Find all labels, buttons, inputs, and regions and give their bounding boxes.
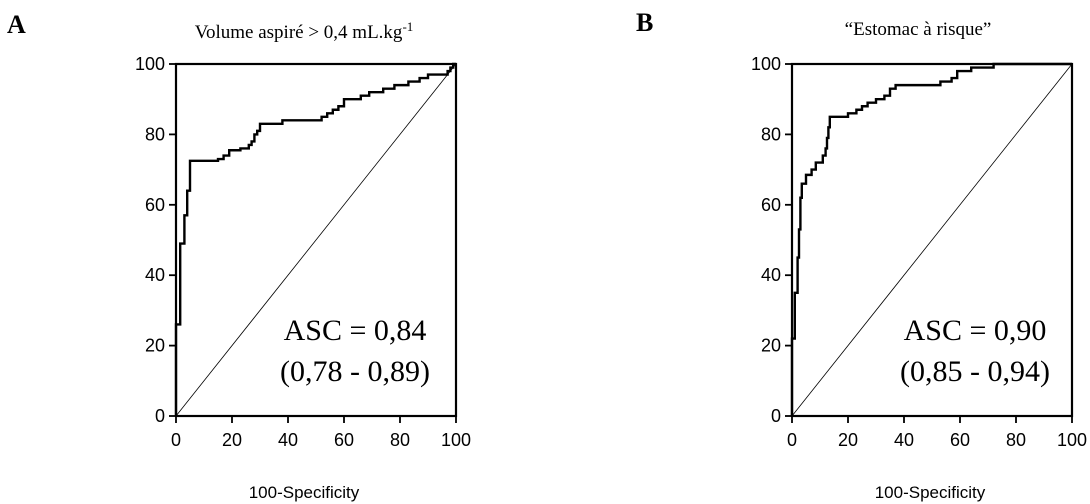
panel-a-y-tick-label: 100 (135, 54, 165, 74)
panel-a-x-tick-label: 60 (334, 430, 354, 450)
panel-b-y-tick-label: 80 (761, 124, 781, 144)
panel-b-x-tick-label: 20 (838, 430, 858, 450)
panel-a-x-tick-label: 100 (441, 430, 471, 450)
panel-a-x-tick-label: 80 (390, 430, 410, 450)
panel-b-ci-label: (0,85 - 0,94) (900, 355, 1050, 388)
panel-b-reference-diagonal (791, 63, 1073, 417)
panel-a-title-text: Volume aspiré > 0,4 mL.kg (195, 22, 403, 43)
panel-b-x-tick-label: 100 (1057, 430, 1087, 450)
panel-a-ci-label: (0,78 - 0,89) (280, 355, 430, 388)
panel-b-roc-curve (790, 62, 1072, 416)
panel-a-y-tick-label: 20 (145, 336, 165, 356)
panel-a-title: Volume aspiré > 0,4 mL.kg-1 (195, 19, 414, 43)
panel-b-x-tick-label: 40 (894, 430, 914, 450)
panel-a-title-superscript: -1 (402, 19, 413, 34)
panel-a-x-tick-label: 40 (278, 430, 298, 450)
panel-a-auc-label: ASC = 0,84 (284, 314, 427, 347)
panel-b-plot-frame (790, 62, 1074, 418)
panel-a-x-tick-label: 20 (222, 430, 242, 450)
panel-b-y-tick-label: 20 (761, 336, 781, 356)
panel-b-x-tick-label: 0 (787, 430, 797, 450)
panel-b-y-tick-label: 0 (771, 406, 781, 426)
panel-a-reference-diagonal (175, 63, 457, 417)
panel-b-y-tick-label: 60 (761, 195, 781, 215)
panel-a-y-tick-label: 40 (145, 265, 165, 285)
panel-a-letter: A (7, 10, 26, 39)
panel-a-axes: 0 20 40 60 80 100 0 20 40 60 80 100 (135, 54, 471, 450)
panel-b-axes: 0 20 40 60 80 100 0 20 40 60 80 100 (751, 54, 1087, 450)
panel-b-y-tick-label: 40 (761, 265, 781, 285)
panel-b-y-tick-label: 100 (751, 54, 781, 74)
panel-a-roc-curve (174, 62, 456, 416)
panel-b-title: “Estomac à risque” (845, 19, 992, 40)
panel-a-y-tick-label: 80 (145, 124, 165, 144)
panel-b-letter: B (636, 8, 653, 37)
panel-b: B “Estomac à risque” 0 20 40 60 80 100 0 20 40 60… (636, 8, 1087, 502)
panel-b-x-axis-label: 100-Specificity (875, 483, 986, 502)
panel-b-x-tick-label: 60 (950, 430, 970, 450)
panel-b-lines (790, 62, 1073, 417)
panel-b-auc-label: ASC = 0,90 (904, 314, 1047, 347)
panel-a-x-tick-label: 0 (171, 430, 181, 450)
panel-a: A Volume aspiré > 0,4 mL.kg-1 0 20 40 60 80 1… (7, 10, 471, 502)
panel-a-y-tick-label: 0 (155, 406, 165, 426)
panel-a-lines (174, 62, 457, 417)
panel-a-y-tick-label: 60 (145, 195, 165, 215)
panel-a-plot-frame (174, 62, 458, 418)
panel-b-x-tick-label: 80 (1006, 430, 1026, 450)
panel-a-x-axis-label: 100-Specificity (249, 483, 360, 502)
